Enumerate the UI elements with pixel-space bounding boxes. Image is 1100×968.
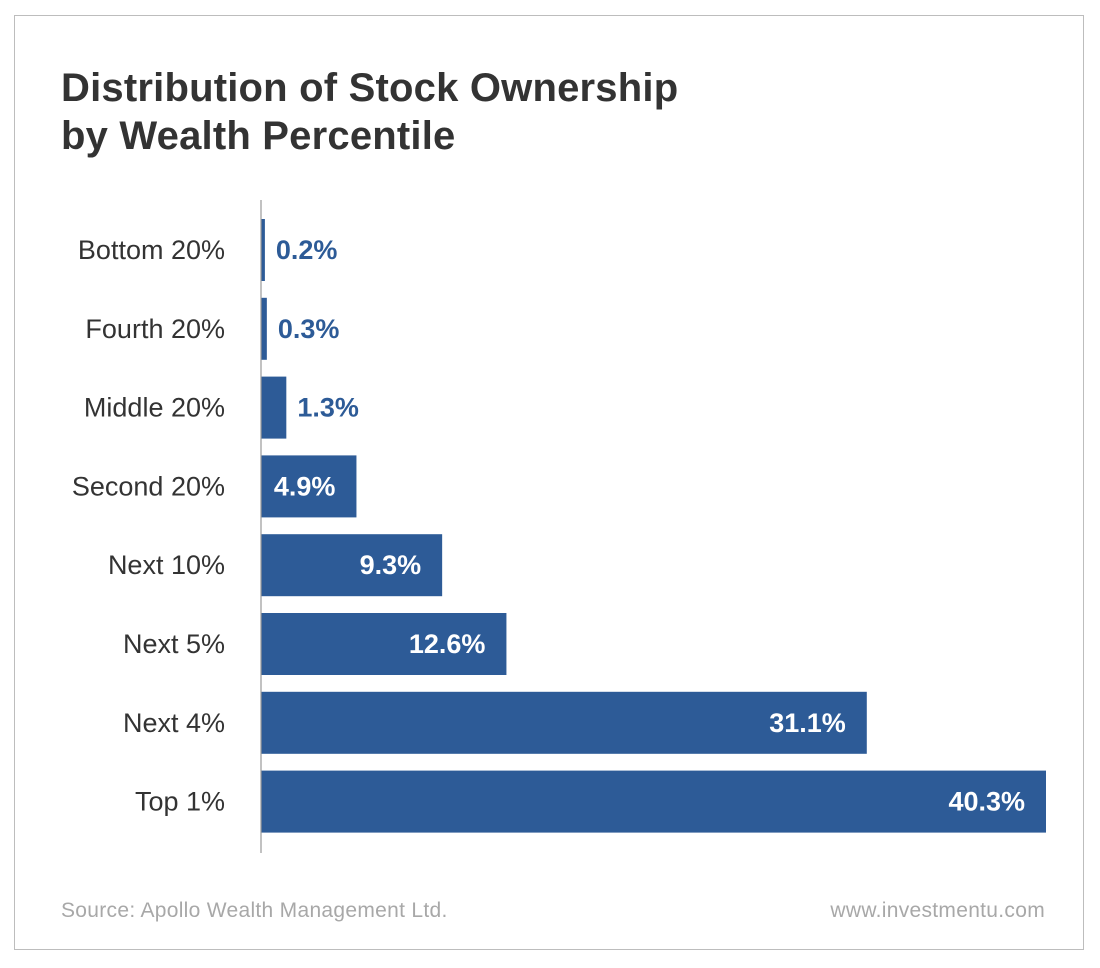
category-label-4: Next 10% <box>108 550 225 580</box>
bar-5 <box>261 613 507 675</box>
category-label-2: Middle 20% <box>84 393 225 423</box>
category-label-0: Bottom 20% <box>78 235 225 265</box>
source-note: Source: Apollo Wealth Management Ltd. <box>61 899 448 922</box>
category-label-6: Next 4% <box>123 708 225 738</box>
bar-1 <box>261 297 267 360</box>
value-label-6: 31.1% <box>769 708 846 738</box>
category-label-1: Fourth 20% <box>85 314 225 344</box>
value-label-3: 4.9% <box>274 471 336 501</box>
website-url: www.investmentu.com <box>830 899 1045 922</box>
chart-title: Distribution of Stock Ownership by Wealt… <box>61 64 678 160</box>
value-label-1: 0.3% <box>278 314 340 344</box>
bar-7 <box>261 770 1046 833</box>
value-label-7: 40.3% <box>948 787 1025 817</box>
bar-2 <box>261 376 287 439</box>
value-label-0: 0.2% <box>276 235 338 265</box>
bar-4 <box>261 534 443 597</box>
chart-title-line-2: by Wealth Percentile <box>61 114 456 158</box>
bar-6 <box>261 691 867 754</box>
category-label-5: Next 5% <box>123 629 225 659</box>
bar-3 <box>261 455 357 518</box>
category-label-7: Top 1% <box>135 787 225 817</box>
value-label-4: 9.3% <box>360 550 422 580</box>
bar-0 <box>261 219 265 281</box>
value-label-5: 12.6% <box>409 629 486 659</box>
category-label-3: Second 20% <box>72 471 225 501</box>
chart-title-line-1: Distribution of Stock Ownership <box>61 66 679 110</box>
value-label-2: 1.3% <box>297 393 359 423</box>
